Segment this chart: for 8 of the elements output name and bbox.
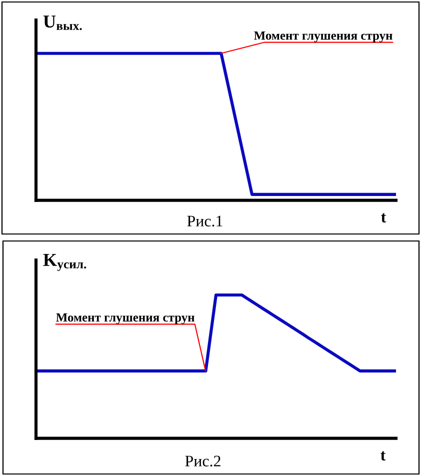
x-axis-title: t [380, 451, 386, 460]
annotation: Момент глушения струн [56, 313, 194, 324]
text: Рис.2 [185, 456, 220, 467]
x-axis-title: t [381, 213, 386, 222]
text: Рис.1 [187, 216, 222, 227]
y-axis-title: K$_{усил.}$ [43, 254, 86, 272]
y-axis-title: U$_{вых.}$ [43, 16, 82, 30]
text: Момент глушения струн [254, 31, 392, 42]
